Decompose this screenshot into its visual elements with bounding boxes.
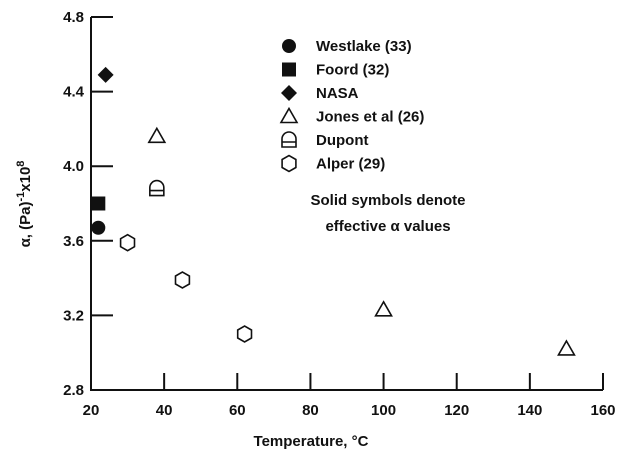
annotation: Solid symbols denote effective α values [310,192,465,235]
circle-marker [282,39,296,53]
legend: Westlake (33) Foord (32) NASA Jones et al (… [279,38,424,173]
data-point [557,339,576,356]
x-tick-label: 100 [371,402,396,419]
data-point [91,196,106,211]
dshape-marker [149,179,165,197]
legend-marker [281,85,297,101]
x-axis-ticks: 20 40 60 80 100 120 140 160 [83,373,616,419]
annotation-line: effective α values [325,218,450,235]
y-axis-title: α, (Pa)-1x108 [15,161,34,248]
data-point [149,179,165,197]
x-axis-title: Temperature, °C [254,433,369,450]
x-tick-label: 140 [517,402,542,419]
y-axis-ticks: 2.8 3.2 3.6 4.0 4.4 4.8 [63,9,113,399]
x-tick-label: 40 [156,402,173,419]
square-marker [91,196,106,211]
data-point [174,271,191,289]
legend-marker [281,154,297,173]
y-tick-label: 4.8 [63,9,84,26]
triangle-marker [557,339,576,356]
data-point [374,300,393,317]
legend-marker [282,39,296,53]
y-axis-title-exp1: -1 [15,192,27,202]
y-tick-label: 4.0 [63,158,84,175]
data-point [147,126,167,144]
hexagon-marker [174,271,191,289]
data-point [236,325,253,343]
legend-marker [281,131,297,148]
triangle-marker [374,300,393,317]
legend-marker [279,106,299,124]
triangle-marker [279,106,299,124]
x-tick-label: 80 [302,402,319,419]
triangle-marker [147,126,167,144]
data-point [91,220,106,235]
legend-label: Westlake (33) [316,38,412,55]
y-tick-label: 3.6 [63,233,84,250]
legend-label: Jones et al (26) [316,109,424,126]
diamond-marker [281,85,297,101]
data-point [119,233,136,252]
x-tick-label: 120 [444,402,469,419]
y-axis-title-exp2: 8 [15,161,27,167]
y-tick-label: 2.8 [63,382,84,399]
legend-label: Foord (32) [316,62,389,79]
y-axis-title-mult: x10 [17,167,34,192]
data-point [97,66,114,83]
circle-marker [91,220,106,235]
hexagon-marker [236,325,253,343]
hexagon-marker [281,154,297,173]
legend-label: Dupont [316,132,368,149]
x-tick-label: 20 [83,402,100,419]
x-tick-label: 160 [590,402,615,419]
y-tick-label: 4.4 [63,84,85,101]
y-tick-label: 3.2 [63,307,84,324]
dshape-marker [281,131,297,148]
diamond-marker [97,66,114,83]
square-marker [282,62,296,77]
legend-marker [282,62,296,77]
annotation-line: Solid symbols denote [310,192,465,209]
data-points [91,66,576,356]
x-tick-label: 60 [229,402,246,419]
y-axis-title-base: α, (Pa) [17,202,34,248]
legend-label: NASA [316,85,359,102]
hexagon-marker [119,233,136,252]
legend-label: Alper (29) [316,156,385,173]
